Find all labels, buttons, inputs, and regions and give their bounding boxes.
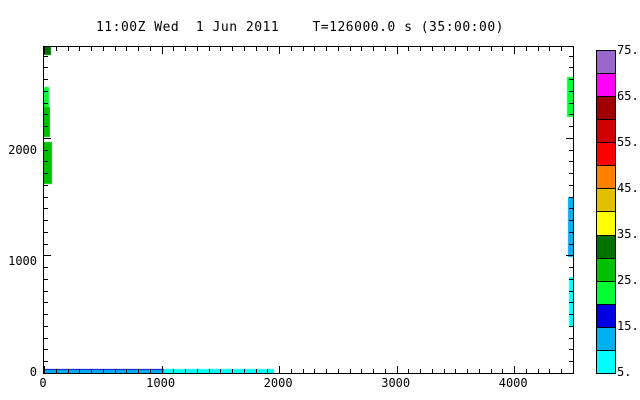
colorbar-band-60-65 [597, 96, 615, 120]
colorbar-band-20-25 [597, 280, 615, 304]
colorbar-band-45-50 [597, 165, 615, 189]
y-axis-tick-label-1000: 1000 [8, 254, 37, 268]
colorbar-tick-label-5: 5. [617, 365, 632, 379]
reflectivity-field-canvas [44, 47, 573, 373]
colorbar-band-40-45 [597, 188, 615, 212]
colorbar-band-15-20 [597, 303, 615, 327]
y-axis-tick-label-0: 0 [29, 365, 37, 379]
colorbar-tick-label-35: 35. [617, 227, 639, 241]
colorbar-band-50-55 [597, 142, 615, 166]
plot-area [43, 46, 574, 374]
colorbar-band-65-70 [597, 72, 615, 97]
colorbar-band-30-35 [597, 234, 615, 258]
colorbar-band-35-40 [597, 211, 615, 235]
x-axis-tick-label-4000: 4000 [498, 376, 528, 390]
colorbar [596, 50, 616, 374]
colorbar-tick-label-55: 55. [617, 135, 639, 149]
colorbar-tick-label-25: 25. [617, 273, 639, 287]
colorbar-band-70-75 [597, 50, 615, 73]
colorbar-tick-label-75: 75. [617, 43, 639, 57]
colorbar-band-55-60 [597, 119, 615, 143]
x-axis-tick-label-3000: 3000 [381, 376, 411, 390]
colorbar-band-5-10 [597, 349, 615, 373]
colorbar-tick-label-15: 15. [617, 319, 639, 333]
colorbar-tick-label-65: 65. [617, 89, 639, 103]
x-axis-tick-label-0: 0 [39, 376, 47, 390]
y-axis-tick-label-2000: 2000 [8, 143, 37, 157]
page-title: 11:00Z Wed 1 Jun 2011 T=126000.0 s (35:0… [95, 20, 504, 35]
x-axis-tick-label-1000: 1000 [146, 376, 176, 390]
x-axis-tick-label-2000: 2000 [263, 376, 293, 390]
colorbar-tick-label-45: 45. [617, 181, 639, 195]
colorbar-band-25-30 [597, 257, 615, 281]
colorbar-band-10-15 [597, 326, 615, 350]
